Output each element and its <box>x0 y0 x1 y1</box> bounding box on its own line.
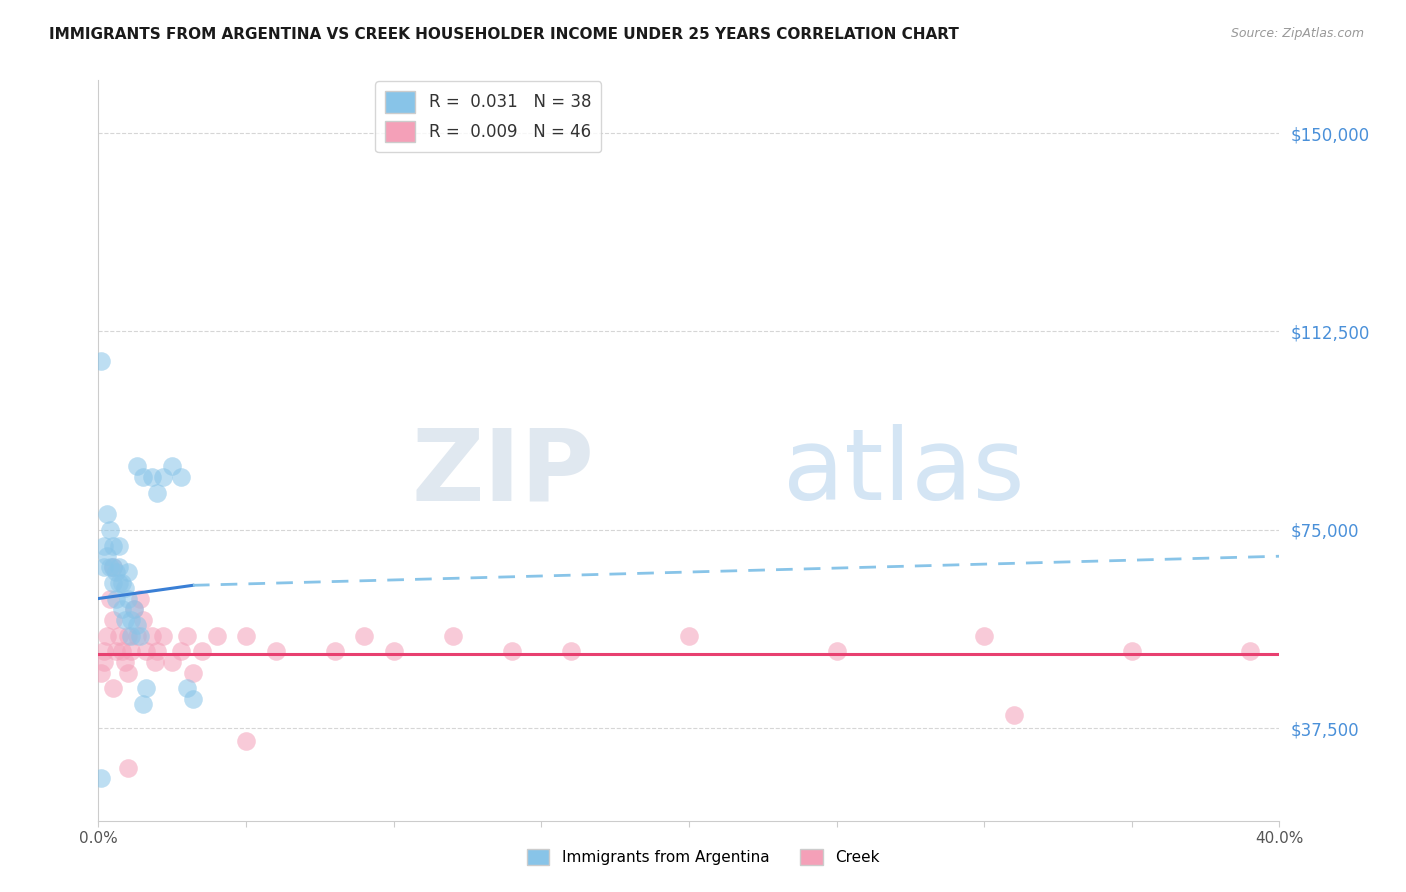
Point <box>98 591 121 606</box>
Point <box>93 539 115 553</box>
Point <box>146 644 169 658</box>
Point <box>90 353 112 368</box>
Point <box>678 629 700 643</box>
Point <box>93 559 115 574</box>
Point <box>117 591 139 606</box>
Point <box>205 629 228 643</box>
Point <box>98 559 121 574</box>
Point <box>114 655 136 669</box>
Point <box>122 602 145 616</box>
Text: Source: ZipAtlas.com: Source: ZipAtlas.com <box>1230 27 1364 40</box>
Point <box>128 629 150 643</box>
Point <box>103 681 125 696</box>
Point <box>162 459 183 474</box>
Point <box>117 665 139 680</box>
Point <box>103 575 125 590</box>
Point <box>111 644 134 658</box>
Point <box>105 644 128 658</box>
Point <box>120 644 142 658</box>
Point <box>114 613 136 627</box>
Point <box>90 772 112 786</box>
Point <box>323 644 346 658</box>
Point <box>235 629 257 643</box>
Point <box>93 644 115 658</box>
Point <box>191 644 214 658</box>
Text: ZIP: ZIP <box>412 425 595 521</box>
Point <box>1239 644 1261 658</box>
Point <box>170 644 193 658</box>
Point <box>103 539 125 553</box>
Point <box>111 575 134 590</box>
Point <box>96 507 118 521</box>
Point <box>501 644 523 658</box>
Point <box>90 665 112 680</box>
Point <box>103 559 125 574</box>
Point <box>560 644 582 658</box>
Point <box>125 629 148 643</box>
Point <box>170 470 193 484</box>
Point <box>103 613 125 627</box>
Point <box>93 655 115 669</box>
Point <box>105 591 128 606</box>
Point <box>117 761 139 775</box>
Point <box>96 549 118 564</box>
Point <box>181 665 204 680</box>
Point <box>135 681 157 696</box>
Point <box>111 602 134 616</box>
Point <box>973 629 995 643</box>
Point <box>108 575 131 590</box>
Text: atlas: atlas <box>783 425 1025 521</box>
Point <box>103 559 125 574</box>
Point <box>353 629 375 643</box>
Point <box>152 470 174 484</box>
Point <box>117 629 139 643</box>
Point <box>122 602 145 616</box>
Point <box>108 559 131 574</box>
Point <box>181 692 204 706</box>
Point <box>132 698 155 712</box>
Point <box>825 644 848 658</box>
Point <box>1002 707 1025 722</box>
Point <box>264 644 287 658</box>
Point <box>117 565 139 579</box>
Point <box>108 539 131 553</box>
Point <box>105 565 128 579</box>
Point <box>176 629 198 643</box>
Point <box>235 734 257 748</box>
Point <box>132 470 155 484</box>
Point <box>141 629 163 643</box>
Point <box>114 581 136 595</box>
Point <box>1121 644 1143 658</box>
Point <box>143 655 166 669</box>
Text: IMMIGRANTS FROM ARGENTINA VS CREEK HOUSEHOLDER INCOME UNDER 25 YEARS CORRELATION: IMMIGRANTS FROM ARGENTINA VS CREEK HOUSE… <box>49 27 959 42</box>
Legend: R =  0.031   N = 38, R =  0.009   N = 46: R = 0.031 N = 38, R = 0.009 N = 46 <box>375 81 602 153</box>
Point <box>125 459 148 474</box>
Point <box>96 629 118 643</box>
Point <box>128 591 150 606</box>
Point <box>441 629 464 643</box>
Point <box>152 629 174 643</box>
Point <box>108 629 131 643</box>
Point <box>382 644 405 658</box>
Point <box>146 485 169 500</box>
Point <box>135 644 157 658</box>
Point <box>120 629 142 643</box>
Point <box>132 613 155 627</box>
Point <box>98 523 121 537</box>
Point <box>162 655 183 669</box>
Point <box>176 681 198 696</box>
Legend: Immigrants from Argentina, Creek: Immigrants from Argentina, Creek <box>520 843 886 871</box>
Point <box>120 613 142 627</box>
Point <box>125 618 148 632</box>
Point <box>141 470 163 484</box>
